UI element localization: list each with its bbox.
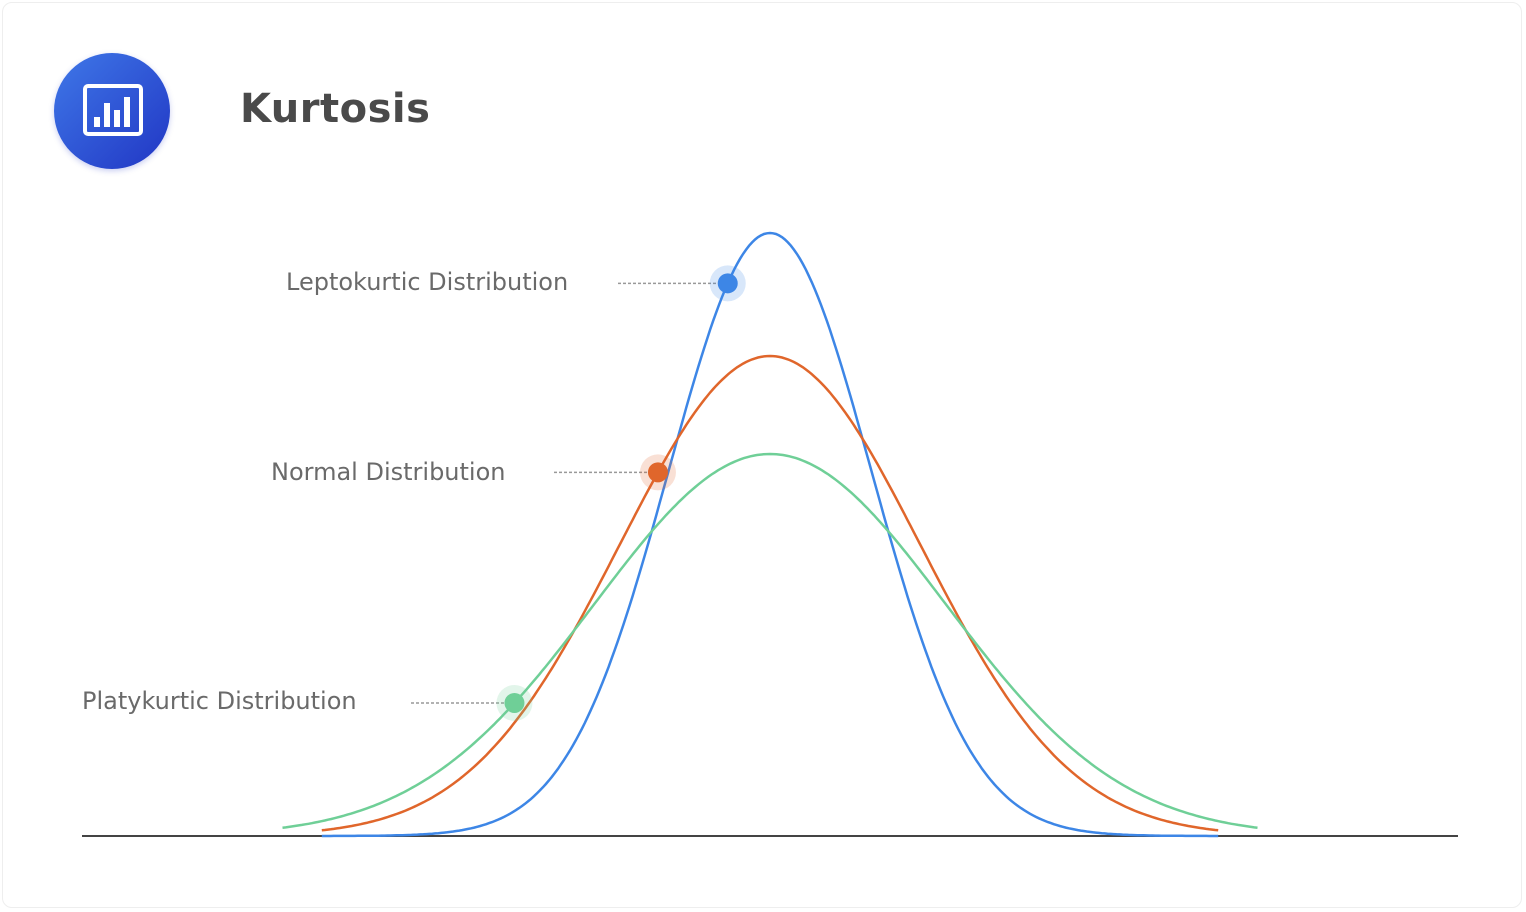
leptokurtic-curve: [321, 231, 1219, 838]
label-platykurtic: Platykurtic Distribution: [82, 687, 357, 715]
label-leptokurtic: Leptokurtic Distribution: [286, 268, 568, 296]
leptokurtic-marker: [717, 273, 738, 294]
platykurtic-marker: [504, 692, 525, 713]
normal-marker: [647, 462, 668, 483]
page-title: Kurtosis: [240, 86, 431, 132]
bar-chart-icon: [83, 84, 143, 136]
normal-curve: [321, 354, 1219, 832]
chart-logo-badge: [54, 53, 170, 169]
label-normal: Normal Distribution: [271, 458, 505, 486]
platykurtic-curve: [282, 452, 1258, 830]
